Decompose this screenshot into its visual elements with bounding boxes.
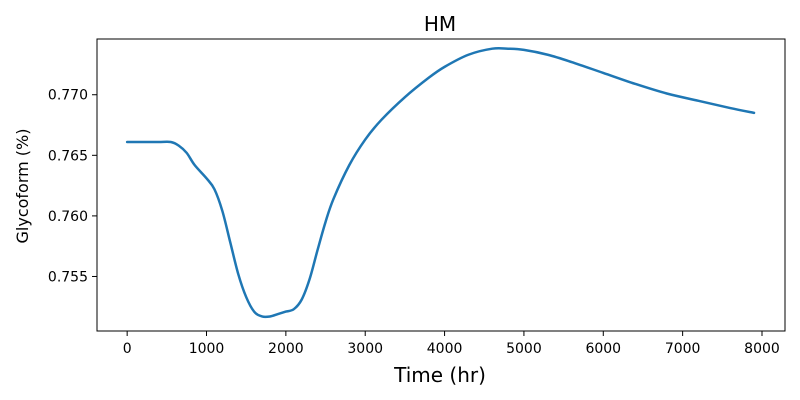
x-tick-label: 5000 (506, 341, 542, 357)
y-tick-label: 0.770 (48, 88, 88, 104)
x-tick-label: 4000 (427, 341, 463, 357)
y-axis: 0.755 0.760 0.765 0.770 (48, 88, 97, 285)
x-tick-label: 7000 (665, 341, 701, 357)
plot-area (125, 46, 756, 319)
x-axis: 0 1000 2000 3000 4000 5000 6000 7000 8000 (123, 331, 780, 357)
x-tick-label: 0 (123, 341, 132, 357)
series-line-0 (125, 46, 756, 319)
y-tick-label: 0.760 (48, 209, 88, 225)
x-tick-label: 3000 (347, 341, 383, 357)
plot-frame (96, 38, 786, 332)
x-axis-label: Time (hr) (393, 363, 486, 387)
x-tick-label: 6000 (585, 341, 621, 357)
y-tick-label: 0.755 (48, 269, 88, 285)
x-tick-label: 1000 (189, 341, 225, 357)
y-tick-label: 0.765 (48, 148, 88, 164)
x-tick-label: 2000 (268, 341, 304, 357)
chart-title: HM (424, 12, 456, 36)
y-axis-label: Glycoform (%) (13, 129, 32, 244)
x-tick-label: 8000 (744, 341, 780, 357)
